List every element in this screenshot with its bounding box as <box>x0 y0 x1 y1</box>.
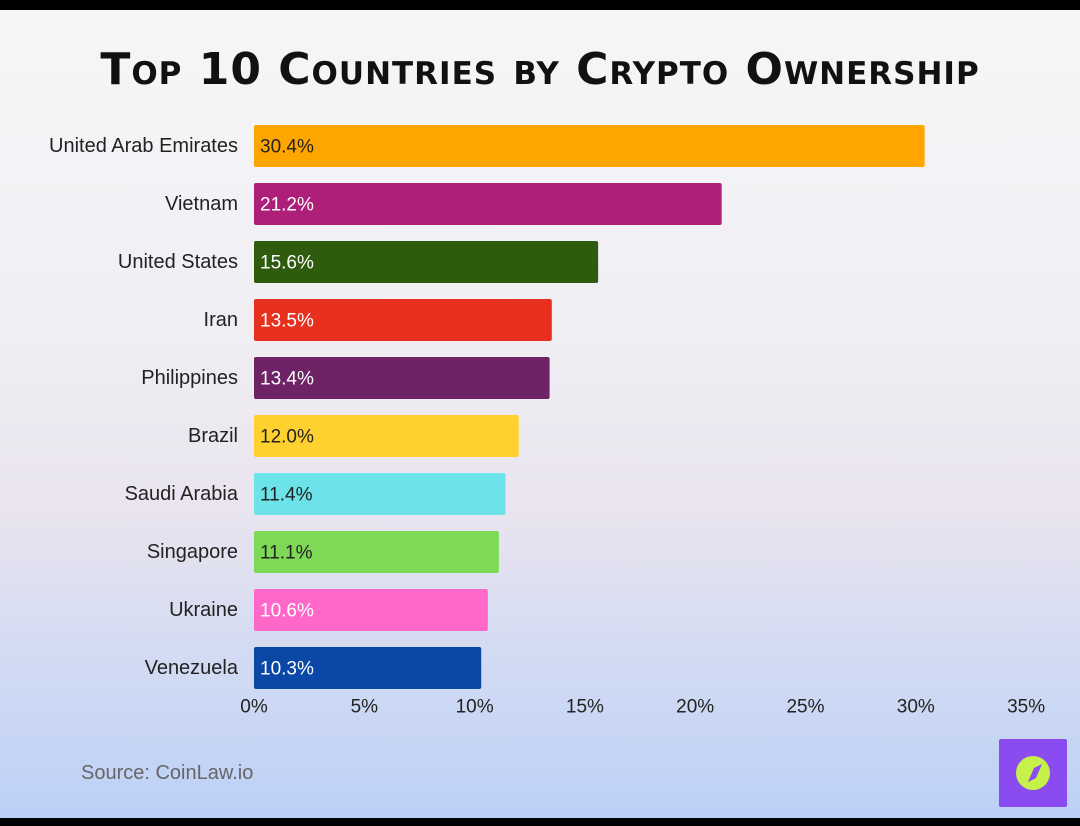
category-label: United States <box>118 251 238 273</box>
chart-title: Top 10 Countries by Crypto Ownership <box>100 44 980 95</box>
category-label: Venezuela <box>145 657 239 679</box>
bar <box>254 531 499 573</box>
data-label: 15.6% <box>260 253 314 274</box>
bar <box>254 647 482 689</box>
x-tick-label: 35% <box>1007 697 1045 718</box>
data-label: 10.3% <box>260 659 314 680</box>
x-tick-label: 15% <box>566 697 604 718</box>
source-label: Source: CoinLaw.io <box>81 762 254 784</box>
bar <box>254 589 488 631</box>
category-label: Saudi Arabia <box>125 483 239 505</box>
x-tick-label: 25% <box>786 697 824 718</box>
bar <box>254 183 722 225</box>
compass-icon <box>1016 756 1050 790</box>
bar <box>254 125 925 167</box>
category-label: Brazil <box>188 425 238 447</box>
data-label: 13.4% <box>260 369 314 390</box>
category-label: Iran <box>204 309 238 331</box>
data-label: 12.0% <box>260 427 314 448</box>
category-label: Philippines <box>141 367 238 389</box>
x-tick-label: 10% <box>456 697 494 718</box>
bar <box>254 357 550 399</box>
data-label: 11.1% <box>260 543 313 564</box>
category-label: Ukraine <box>169 599 238 621</box>
bar <box>254 299 552 341</box>
category-label: Singapore <box>147 541 238 563</box>
category-label: Vietnam <box>165 193 238 215</box>
bar <box>254 473 506 515</box>
x-tick-label: 20% <box>676 697 714 718</box>
chart-canvas: Top 10 Countries by Crypto Ownership Uni… <box>0 10 1080 818</box>
bar-chart: United Arab Emirates 30.4% Vietnam 21.2% Uni… <box>49 125 1045 718</box>
x-tick-label: 0% <box>240 697 268 718</box>
x-tick-label: 30% <box>897 697 935 718</box>
data-label: 30.4% <box>260 137 314 158</box>
data-label: 21.2% <box>260 195 314 216</box>
data-label: 13.5% <box>260 311 314 332</box>
bar <box>254 415 519 457</box>
brand-logo <box>999 739 1067 807</box>
x-tick-label: 5% <box>351 697 379 718</box>
category-label: United Arab Emirates <box>49 135 238 157</box>
bar <box>254 241 599 283</box>
data-label: 11.4% <box>260 485 313 506</box>
data-label: 10.6% <box>260 601 314 622</box>
